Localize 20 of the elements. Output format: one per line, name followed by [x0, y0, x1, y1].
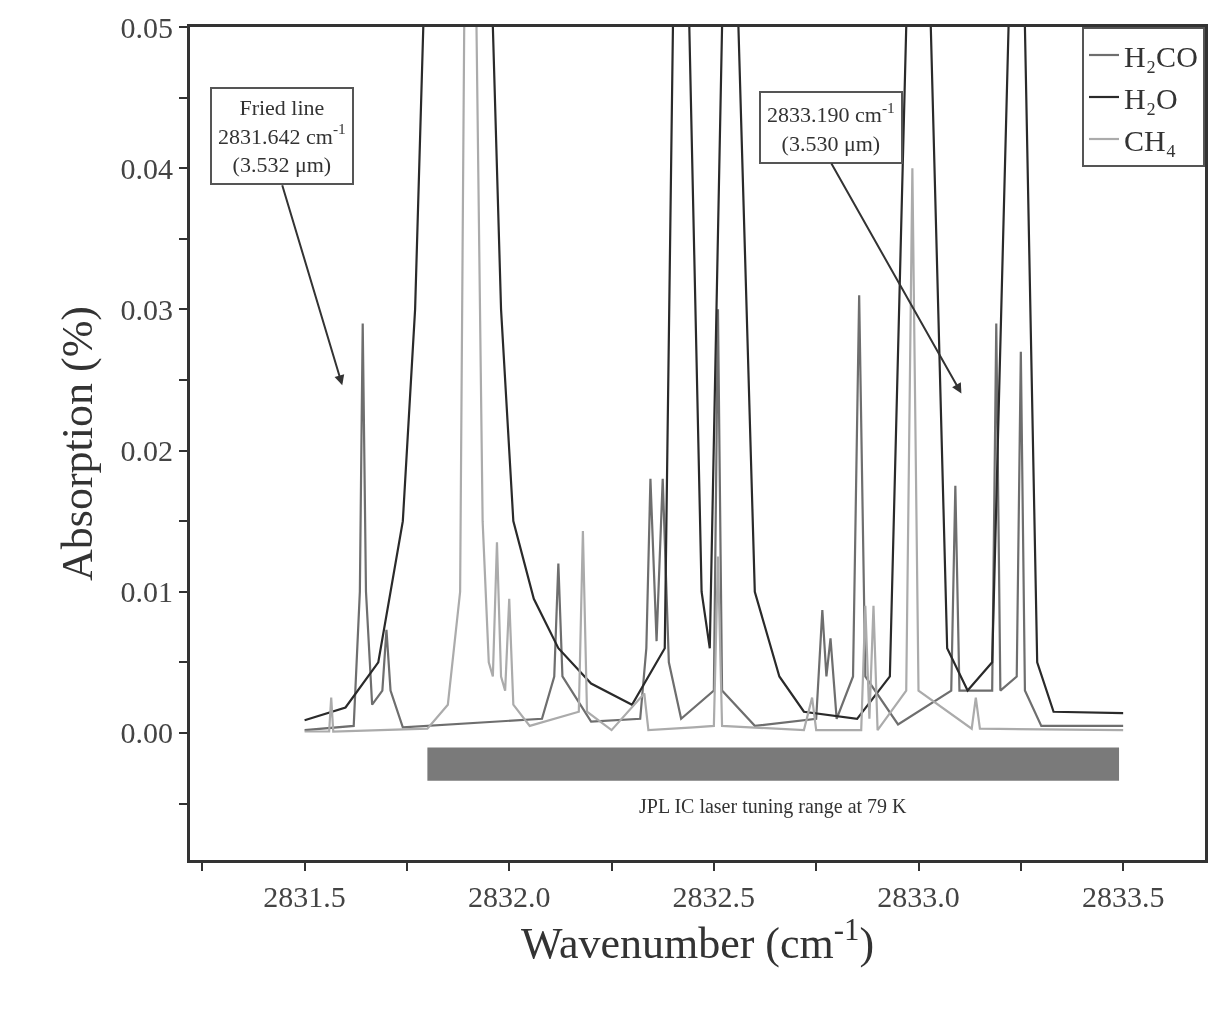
y-axis-title: Absorption (%) — [52, 306, 102, 581]
y-tick-label: 0.00 — [120, 716, 173, 750]
annotation: 2833.190 cm$^{-1}$ (3.530 μm) — [767, 99, 895, 156]
legend-label: CH₄ — [1124, 123, 1177, 157]
legend-label: H₂CO — [1124, 39, 1198, 73]
annotation: Fried line 2831.642 cm$^{-1}$ (3.532 μm) — [218, 95, 346, 178]
y-tick-label: 0.01 — [120, 575, 173, 609]
y-tick-label: 0.02 — [120, 434, 173, 468]
y-tick-label: 0.04 — [120, 151, 173, 185]
line-series — [303, 294, 1125, 732]
x-tick-label: 2833.5 — [1081, 880, 1165, 913]
legend-label: H₂O — [1124, 81, 1178, 115]
x-tick-label: 2832.0 — [467, 880, 551, 913]
y-tick-label: 0.03 — [120, 292, 173, 326]
x-axis-title: Wavenumber (cm$^{-1}$) — [520, 913, 875, 969]
x-tick-label: 2832.5 — [672, 880, 756, 913]
y-tick-label: 0.05 — [120, 10, 173, 44]
x-tick-label: 2833.0 — [877, 880, 960, 913]
x-tick-label: 2831.5 — [263, 880, 346, 913]
band-label: JPL IC laser tuning range at 79 K — [639, 795, 908, 818]
